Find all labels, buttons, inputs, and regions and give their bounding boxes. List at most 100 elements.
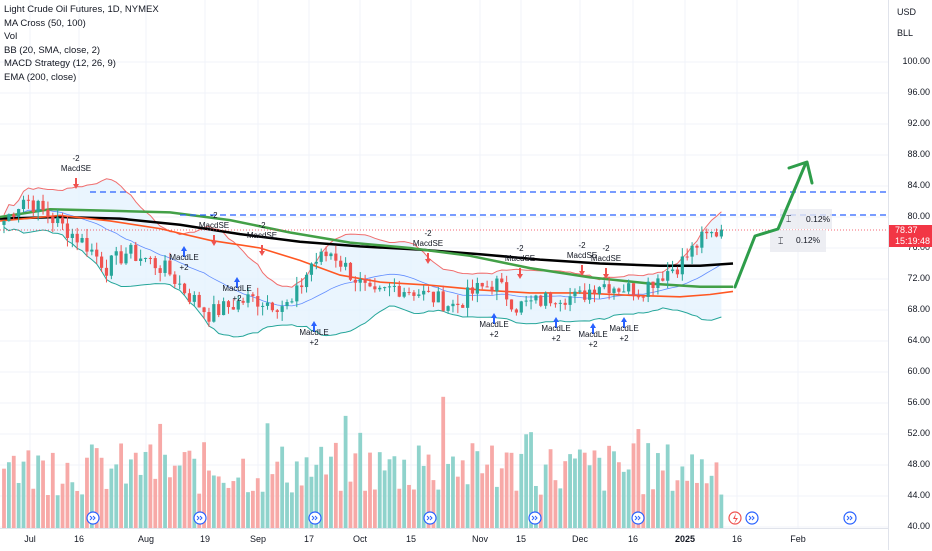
candle: [690, 245, 694, 257]
volume-bar: [372, 489, 377, 528]
candle: [295, 285, 299, 302]
candle: [519, 301, 523, 313]
price-range-measure-2[interactable]: ⌶ 0.12%: [770, 230, 826, 252]
price-scale[interactable]: USD BLL 100.00 96.00 92.00 88.00 84.00 80.00 7…: [888, 0, 932, 550]
candle: [558, 302, 562, 304]
candle: [192, 294, 196, 302]
price-tick: 80.00: [907, 211, 930, 221]
candle: [285, 302, 289, 307]
event-icon[interactable]: [843, 511, 857, 525]
candle: [695, 245, 699, 248]
candle: [402, 292, 406, 297]
volume-bar: [36, 455, 41, 528]
indicator-bollinger[interactable]: BB (20, SMA, close, 2): [4, 44, 101, 56]
time-tick: Feb: [790, 534, 806, 544]
time-tick: 16: [731, 534, 743, 544]
volume-bar: [46, 495, 50, 528]
candle: [187, 293, 192, 302]
strategy-signals: -2MacdSEMacdLE+2-2MacdSEMacdLE+2-2MacdSE…: [61, 154, 639, 349]
chart-pane[interactable]: -2 MacdSE MacdLE +2 -2 MacdSE MacdLE +2 -2 MacdSE…: [0, 0, 888, 528]
candle: [304, 274, 309, 288]
symbol-title[interactable]: Light Crude Oil Futures, 1D, NYMEX: [4, 4, 159, 15]
bollinger-lower-band: [3, 226, 722, 338]
event-icon[interactable]: [423, 511, 437, 525]
candle: [217, 304, 221, 316]
candle: [514, 309, 518, 313]
price-chart[interactable]: -2MacdSEMacdLE+2-2MacdSEMacdLE+2-2MacdSE…: [0, 0, 888, 528]
indicator-ma-cross[interactable]: MA Cross (50, 100): [4, 17, 86, 29]
event-icon[interactable]: [745, 511, 759, 525]
unit-label[interactable]: BLL: [897, 28, 914, 38]
event-icon[interactable]: [193, 511, 207, 525]
volume-bar: [99, 457, 104, 528]
currency-label[interactable]: USD: [897, 7, 917, 17]
candle: [348, 262, 353, 280]
buy-signal[interactable]: MacdLE+2: [578, 323, 608, 349]
volume-bar: [534, 485, 538, 528]
volume-bar: [163, 454, 167, 528]
candle: [353, 279, 357, 283]
event-markers[interactable]: [86, 511, 857, 525]
candle: [607, 284, 611, 294]
lightning-event-icon[interactable]: [728, 511, 742, 525]
time-scale[interactable]: Jul 16 Aug 19 Sep 17 Oct 15 Nov 15 Dec 16 2025 16 Feb: [0, 528, 888, 551]
candle: [314, 261, 318, 264]
buy-signal[interactable]: MacdLE+2: [541, 317, 571, 343]
candle: [436, 291, 440, 303]
candle: [51, 216, 55, 224]
signal-label: MacdLE: [169, 253, 198, 262]
volume-bar: [646, 443, 651, 528]
volume-bar: [499, 468, 504, 528]
candle: [65, 223, 70, 238]
volume-bar: [582, 452, 587, 528]
candle: [563, 302, 567, 305]
volume-bar: [338, 490, 343, 528]
candle: [7, 214, 11, 222]
event-icon[interactable]: [86, 511, 100, 525]
indicator-ema[interactable]: EMA (200, close): [4, 71, 77, 83]
candle: [431, 291, 436, 303]
volume-bar: [597, 457, 602, 528]
event-icon[interactable]: [308, 511, 322, 525]
buy-signal[interactable]: MacdLE+2: [222, 277, 252, 303]
candle: [12, 214, 16, 217]
volume-bar: [226, 487, 231, 528]
candle: [290, 301, 294, 303]
candle: [21, 199, 26, 210]
volume-bar: [314, 464, 319, 528]
price-tick: 72.00: [907, 273, 930, 283]
candle: [417, 294, 421, 296]
signal-label: MacdLE: [479, 320, 508, 329]
event-icon[interactable]: [528, 511, 542, 525]
buy-signal[interactable]: MacdLE+2: [609, 317, 639, 343]
buy-signal[interactable]: MacdLE+2: [169, 246, 199, 272]
buy-signal[interactable]: MacdLE+2: [299, 321, 329, 347]
buy-signal[interactable]: MacdLE+2: [479, 313, 509, 339]
indicator-macd-strategy[interactable]: MACD Strategy (12, 26, 9): [4, 58, 116, 69]
volume-bar: [651, 489, 655, 528]
candle: [256, 296, 260, 307]
signal-label: MacdSE: [567, 251, 597, 260]
volume-bar: [363, 490, 368, 528]
signal-qty: -2: [516, 244, 524, 253]
candle: [661, 278, 665, 281]
candle: [119, 251, 123, 264]
candlesticks: [2, 194, 723, 327]
indicator-volume[interactable]: Vol: [4, 31, 18, 42]
signal-qty: -2: [210, 211, 218, 220]
last-price-tag: 78.37: [889, 225, 932, 236]
time-tick: Oct: [352, 534, 368, 544]
volume-bar: [31, 488, 36, 528]
signal-label: MacdSE: [591, 254, 621, 263]
volume-bar: [592, 450, 597, 528]
event-icon[interactable]: [631, 511, 645, 525]
projection-arrow[interactable]: [733, 160, 814, 289]
price-range-measure-1[interactable]: ⌶ 0.12%: [780, 209, 832, 229]
